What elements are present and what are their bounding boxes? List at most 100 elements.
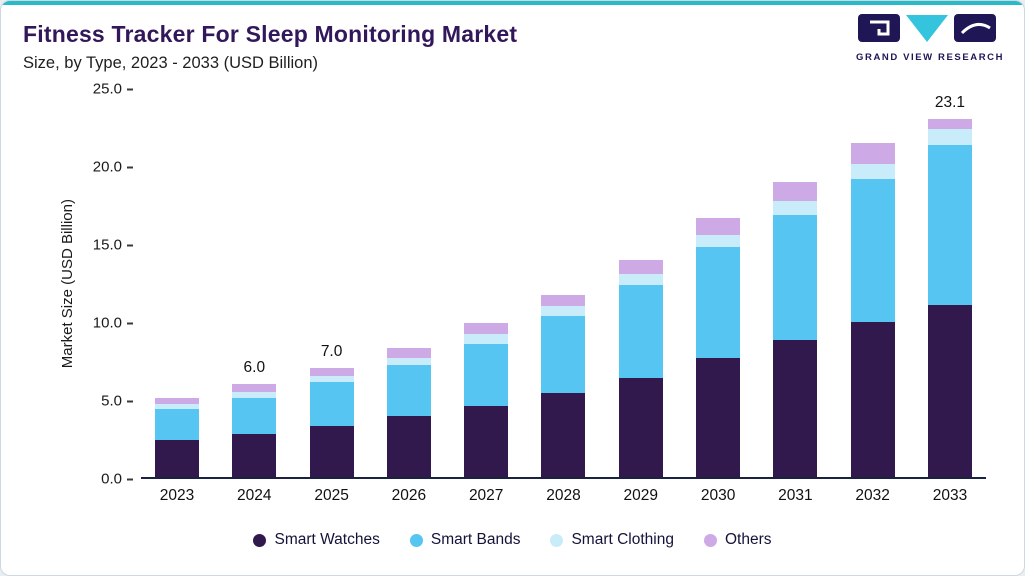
legend-item-others: Others bbox=[703, 531, 772, 549]
bar-segment-others bbox=[696, 217, 741, 235]
bar-segment-smart-watches bbox=[773, 340, 818, 477]
chart-header: Fitness Tracker For Sleep Monitoring Mar… bbox=[1, 5, 1024, 73]
y-tick-mark bbox=[127, 244, 133, 246]
bar-total-label-2033: 23.1 bbox=[934, 93, 966, 111]
legend-item-smart-clothing: Smart Clothing bbox=[550, 531, 674, 549]
bar-segment-smart-watches bbox=[386, 416, 431, 477]
bar-segment-smart-clothing bbox=[309, 376, 354, 383]
bar-segment-others bbox=[155, 397, 199, 405]
bar-segment-smart-clothing bbox=[927, 129, 972, 145]
bar-segment-smart-bands bbox=[850, 179, 895, 322]
bar-segment-smart-bands bbox=[773, 214, 818, 341]
x-tick-label-2026: 2026 bbox=[391, 487, 427, 504]
bar-segment-others bbox=[386, 348, 431, 358]
x-tick-label-2032: 2032 bbox=[855, 487, 890, 504]
y-tick-25.0: 25.0 bbox=[93, 81, 133, 98]
y-axis: 0.0 5.0 10.0 15.0 20.0 25.0 bbox=[59, 81, 133, 488]
y-tick-5.0: 5.0 bbox=[101, 393, 133, 410]
bar-total-label-2025: 7.0 bbox=[320, 343, 343, 361]
x-tick-label-2027: 2027 bbox=[468, 487, 504, 504]
legend-label: Smart Watches bbox=[274, 531, 380, 548]
y-tick-label: 0.0 bbox=[101, 470, 122, 488]
y-tick-label: 5.0 bbox=[101, 392, 122, 410]
bar-segment-smart-watches bbox=[464, 405, 509, 477]
y-tick-mark bbox=[127, 166, 133, 168]
logo-text: GRAND VIEW RESEARCH bbox=[856, 52, 1005, 63]
bar-segment-smart-watches bbox=[155, 439, 199, 477]
bar-total-label-2024: 6.0 bbox=[243, 358, 266, 376]
legend-dot-icon bbox=[703, 533, 717, 547]
y-tick-20.0: 20.0 bbox=[93, 159, 133, 176]
bar-segment-smart-clothing bbox=[386, 357, 431, 366]
bar-segment-others bbox=[850, 143, 895, 164]
plot-bars: 6.0 7.0 23.1 bbox=[141, 89, 986, 477]
legend-dot-icon bbox=[550, 533, 564, 547]
y-tick-mark bbox=[127, 478, 133, 480]
logo-mark-icon bbox=[858, 14, 996, 42]
y-tick-label: 15.0 bbox=[92, 236, 122, 254]
bar-segment-smart-bands bbox=[386, 365, 431, 417]
bar-segment-smart-bands bbox=[232, 397, 277, 434]
x-tick-label-2030: 2030 bbox=[700, 487, 736, 504]
bar-segment-smart-clothing bbox=[232, 391, 277, 398]
page-title: Fitness Tracker For Sleep Monitoring Mar… bbox=[23, 21, 518, 47]
bar-segment-others bbox=[541, 295, 586, 307]
y-tick-mark bbox=[127, 88, 133, 90]
legend-dot-icon bbox=[409, 533, 423, 547]
x-tick-label-2033: 2033 bbox=[932, 487, 968, 504]
bar-segment-smart-clothing bbox=[618, 273, 663, 285]
bar-segment-smart-clothing bbox=[155, 404, 199, 409]
y-tick-label: 20.0 bbox=[92, 158, 122, 176]
plot-area: 6.0 7.0 23.1 bbox=[141, 89, 986, 479]
legend: Smart Watches Smart Bands Smart Clothing Ot… bbox=[1, 531, 1024, 549]
x-tick-label-2028: 2028 bbox=[546, 487, 581, 504]
y-tick-mark bbox=[127, 322, 133, 324]
bar-segment-others bbox=[232, 383, 277, 392]
bar-segment-others bbox=[773, 182, 818, 201]
bar-2028 bbox=[527, 89, 599, 477]
bar-2027 bbox=[450, 89, 522, 477]
bar-segment-smart-bands bbox=[541, 315, 586, 394]
bar-2031 bbox=[759, 89, 831, 477]
y-tick-label: 25.0 bbox=[92, 80, 122, 98]
legend-label: Smart Bands bbox=[430, 531, 521, 548]
bar-segment-smart-watches bbox=[618, 377, 663, 477]
bar-segment-smart-watches bbox=[232, 433, 277, 477]
legend-label: Others bbox=[724, 531, 772, 548]
bar-2030 bbox=[682, 89, 754, 477]
bar-segment-smart-watches bbox=[309, 425, 354, 477]
bar-segment-smart-clothing bbox=[696, 234, 741, 248]
x-tick-label-2029: 2029 bbox=[623, 487, 659, 504]
bar-segment-smart-bands bbox=[155, 408, 199, 440]
bar-segment-smart-clothing bbox=[773, 200, 818, 215]
page-subtitle: Size, by Type, 2023 - 2033 (USD Billion) bbox=[23, 54, 319, 72]
bar-segment-smart-bands bbox=[464, 343, 509, 406]
bar-segment-others bbox=[927, 118, 972, 130]
x-tick-label-2031: 2031 bbox=[778, 487, 813, 504]
legend-item-smart-bands: Smart Bands bbox=[409, 531, 521, 549]
bar-segment-smart-bands bbox=[309, 382, 354, 426]
bar-2026 bbox=[373, 89, 445, 477]
bar-segment-others bbox=[464, 323, 509, 335]
bar-segment-smart-clothing bbox=[464, 334, 509, 344]
y-tick-0.0: 0.0 bbox=[101, 471, 133, 488]
chart-area: Market Size (USD Billion) 0.0 5.0 10.0 15.0… bbox=[1, 81, 1024, 519]
legend-label: Smart Clothing bbox=[571, 531, 674, 548]
bar-2025: 7.0 bbox=[296, 89, 368, 477]
bar-2033: 23.1 bbox=[914, 89, 986, 477]
y-tick-15.0: 15.0 bbox=[93, 237, 133, 254]
y-tick-10.0: 10.0 bbox=[93, 315, 133, 332]
legend-dot-icon bbox=[253, 533, 267, 547]
x-tick-label-2024: 2024 bbox=[237, 487, 272, 504]
bar-segment-smart-bands bbox=[927, 144, 972, 305]
legend-item-smart-watches: Smart Watches bbox=[253, 531, 380, 549]
bar-segment-smart-bands bbox=[618, 284, 663, 378]
bar-segment-others bbox=[618, 259, 663, 274]
grand-view-research-logo: GRAND VIEW RESEARCH bbox=[856, 13, 1005, 63]
x-tick-label-2023: 2023 bbox=[159, 487, 195, 504]
x-axis: 2023 2024 2025 2026 2027 2028 2029 2030 2031 2032… bbox=[141, 487, 986, 505]
bar-segment-smart-watches bbox=[696, 357, 741, 477]
bar-segment-smart-clothing bbox=[850, 163, 895, 180]
bar-segment-smart-watches bbox=[927, 304, 972, 477]
